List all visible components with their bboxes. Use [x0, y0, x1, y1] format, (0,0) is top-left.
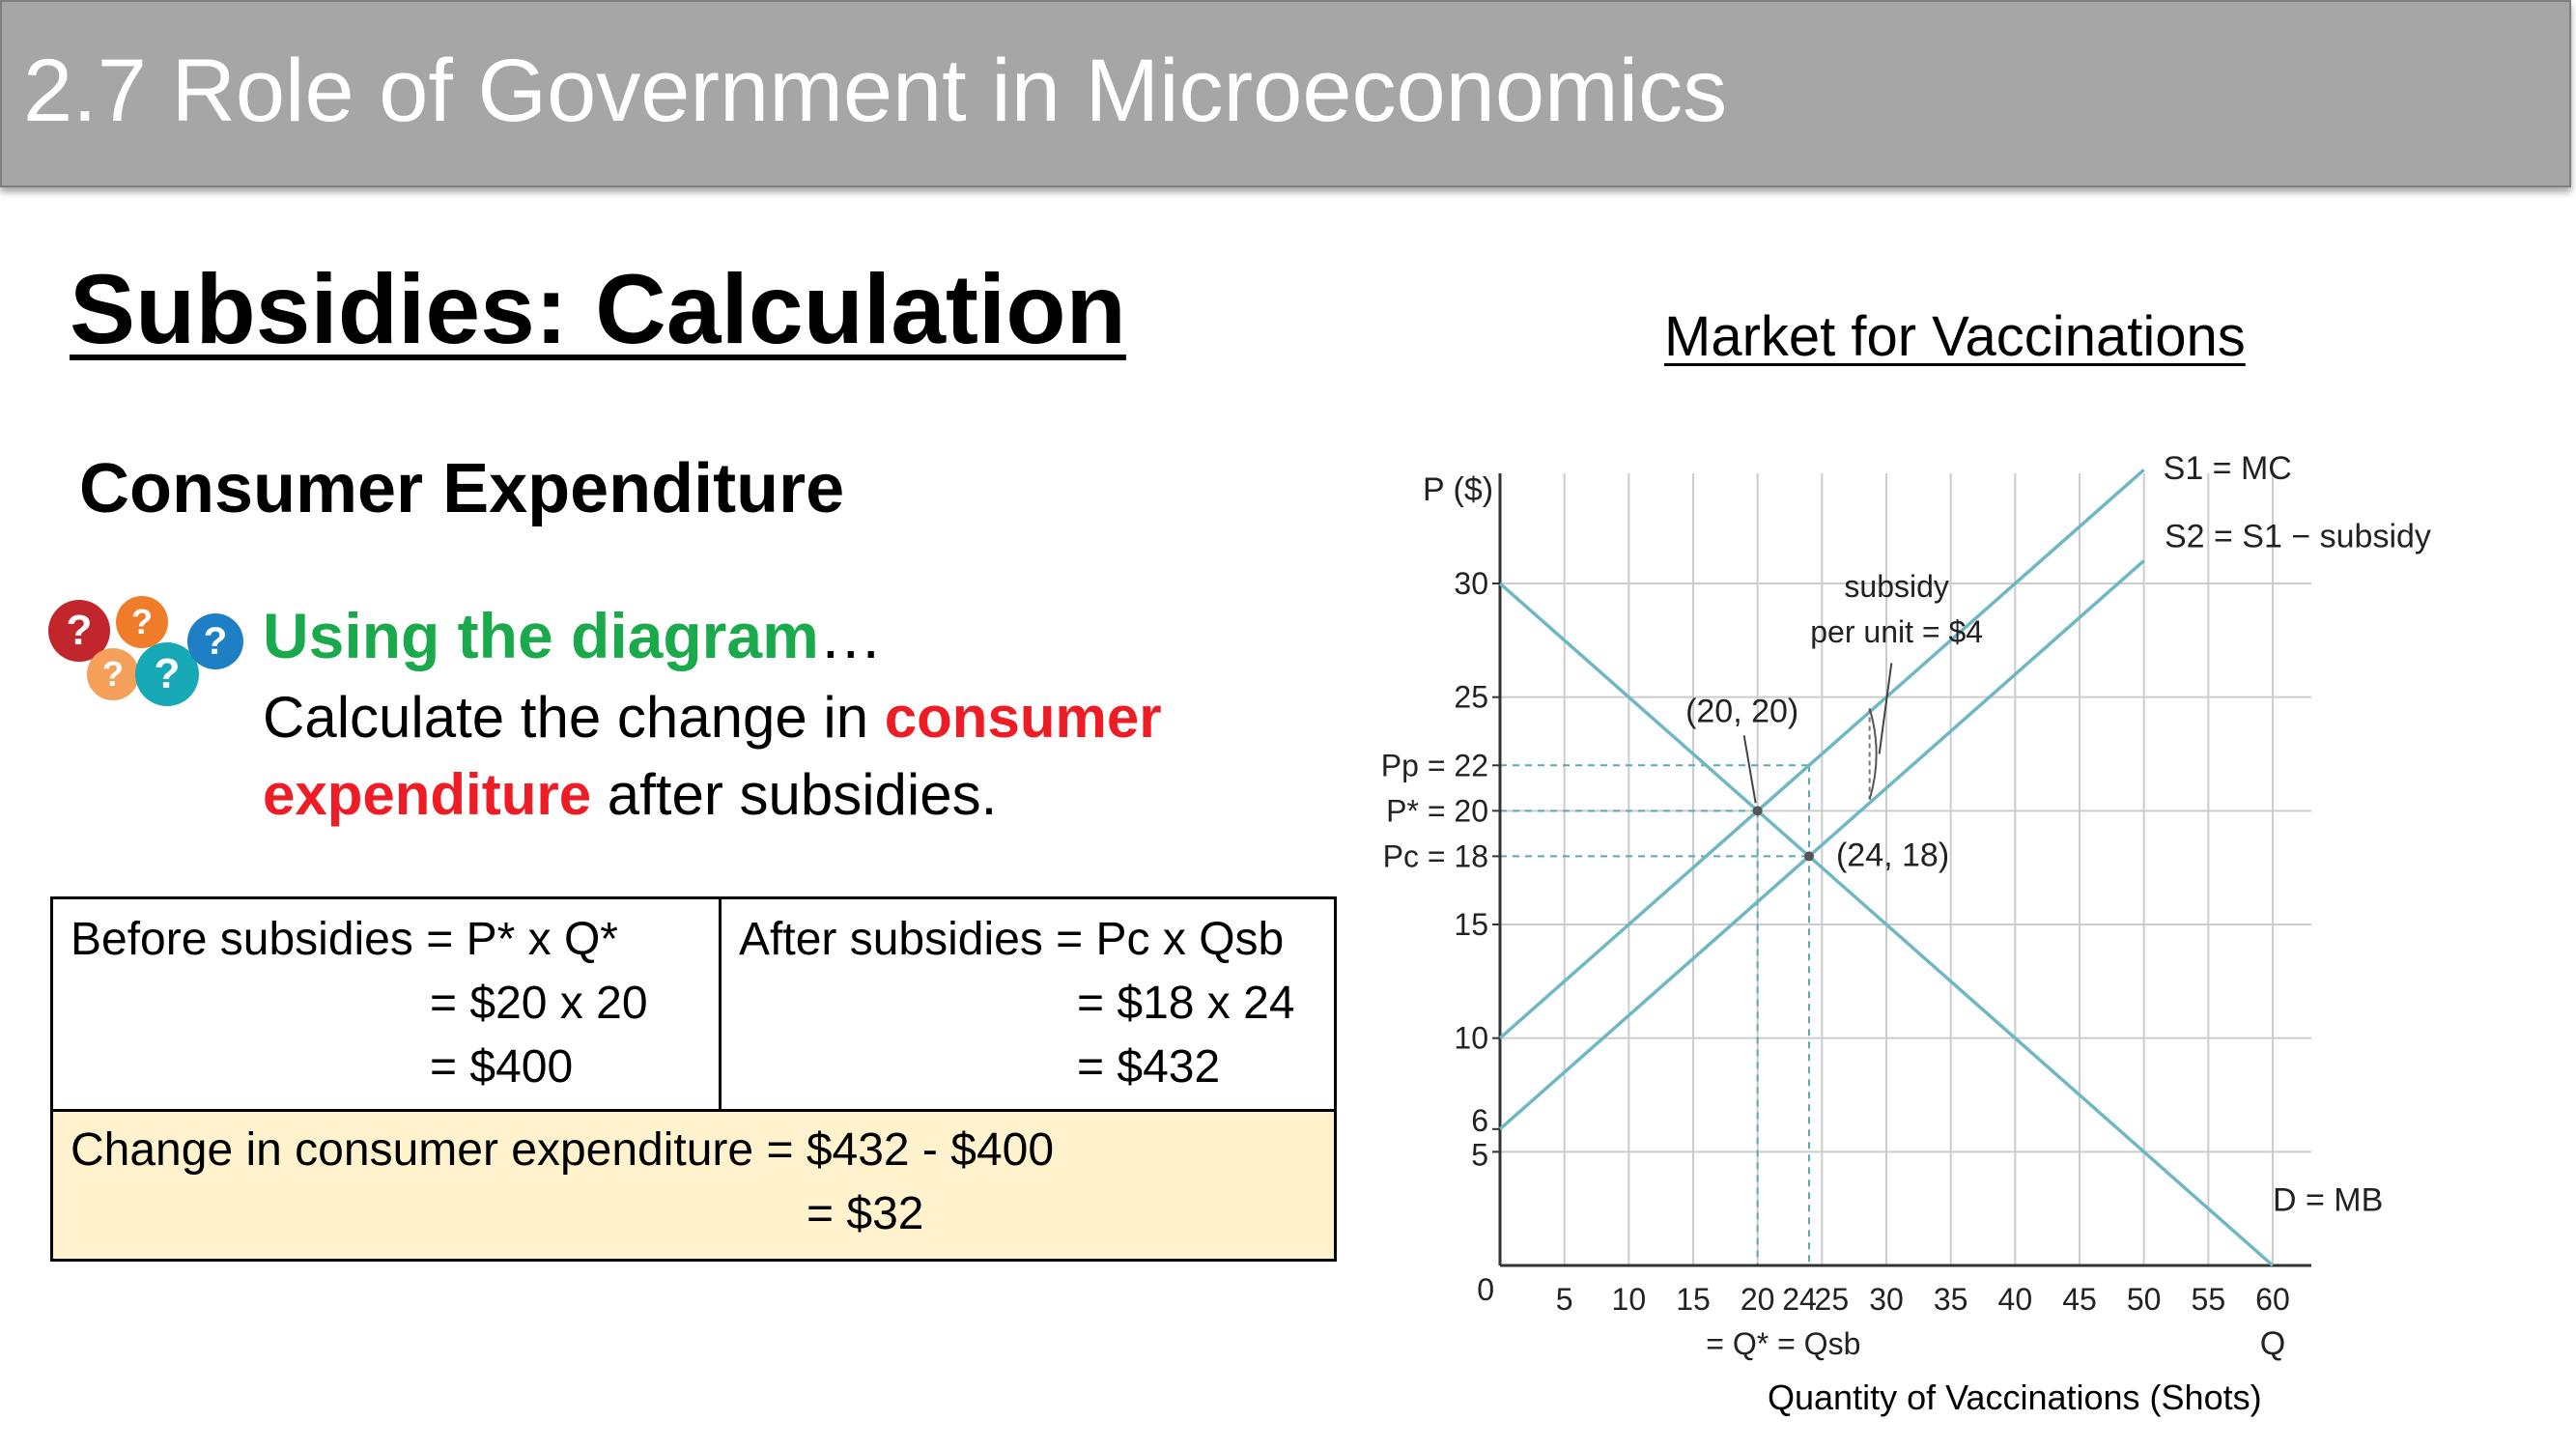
prompt-line-2-text: after subsidies.: [591, 762, 998, 827]
question-bubbles-icon: ? ? ? ? ?: [46, 594, 249, 710]
x-tick-label-20: 20: [1741, 1282, 1775, 1317]
x-tick-label-45: 45: [2062, 1282, 2097, 1317]
x-tick-label-15: 15: [1676, 1282, 1711, 1317]
y-tick-label-5: 5: [1471, 1137, 1488, 1172]
change-cell: Change in consumer expenditure = $432 - …: [53, 1112, 1334, 1259]
equilibrium-point-1: [1803, 851, 1814, 862]
y-tick-label-15: 15: [1454, 907, 1488, 942]
series-label-1: S2 = S1 − subsidy: [2165, 518, 2431, 554]
question-bubble-teal-icon: ?: [135, 642, 199, 706]
x-tick-label-10: 10: [1612, 1282, 1647, 1317]
equilibrium-point-0: [1752, 806, 1763, 816]
prompt-line-2: expenditure after subsidies.: [263, 761, 997, 828]
x-tick-label-40: 40: [1998, 1282, 2033, 1317]
change-result: = $32: [807, 1188, 924, 1239]
prompt-highlight-expenditure: expenditure: [263, 762, 592, 827]
annotation-label-1: (24, 18): [1836, 837, 1949, 873]
series-line-2: [1498, 582, 2275, 1267]
before-formula: Before subsidies = P* x Q*: [71, 914, 618, 965]
x-tick-label-50: 50: [2127, 1282, 2162, 1317]
x-axis-caption: Quantity of Vaccinations (Shots): [1768, 1378, 2262, 1417]
prompt-ellipsis: …: [818, 600, 883, 671]
slide-title: 2.7 Role of Government in Microeconomics: [23, 42, 1728, 140]
prompt-heading-text: Using the diagram: [263, 600, 819, 671]
x-tick-sublabel: = Q* = Qsb: [1706, 1326, 1860, 1361]
before-substitution: = $20 x 20: [430, 978, 648, 1029]
series-line-1: [1498, 559, 2145, 1131]
series-label-2: D = MB: [2273, 1182, 2383, 1219]
prompt-heading: Using the diagram…: [263, 599, 883, 672]
x-tick-label-35: 35: [1934, 1282, 1968, 1317]
x-axis-label: Q: [2260, 1325, 2285, 1362]
origin-label: 0: [1477, 1272, 1494, 1307]
prompt-line-1-text: Calculate the change in: [263, 685, 885, 750]
x-tick-label-24: 24: [1782, 1282, 1817, 1317]
after-result: = $432: [1077, 1041, 1221, 1093]
subsidy-brace: [1868, 708, 1878, 800]
question-bubble-peach-icon: ?: [87, 648, 139, 700]
annotation-arrow-0: [1742, 735, 1757, 804]
before-subsidies-cell: Before subsidies = P* x Q* = $20 x 20 = …: [53, 899, 722, 1112]
slide-heading: Subsidies: Calculation: [70, 254, 1126, 364]
calculation-table: Before subsidies = P* x Q* = $20 x 20 = …: [50, 896, 1337, 1262]
subsidy-label-line-2: per unit = $4: [1810, 614, 1983, 649]
x-tick-label-25: 25: [1815, 1282, 1850, 1317]
y-tick-label-30: 30: [1454, 566, 1488, 601]
x-tick-label-5: 5: [1556, 1282, 1573, 1317]
y-tick-label-22: Pp = 22: [1381, 748, 1488, 782]
x-tick-label-30: 30: [1869, 1282, 1904, 1317]
y-tick-label-18: Pc = 18: [1383, 838, 1488, 873]
x-tick-label-55: 55: [2192, 1282, 2226, 1317]
y-tick-label-20: P* = 20: [1386, 793, 1488, 828]
after-substitution: = $18 x 24: [1077, 978, 1295, 1029]
slide-subheading: Consumer Expenditure: [79, 450, 845, 527]
series-line-0: [1498, 469, 2145, 1039]
prompt-line-1: Calculate the change in consumer: [263, 684, 1162, 751]
change-formula: Change in consumer expenditure = $432 - …: [71, 1124, 1055, 1176]
series-label-0: S1 = MC: [2164, 450, 2292, 487]
subsidy-arrow: [1878, 663, 1893, 754]
y-tick-label-10: 10: [1454, 1021, 1488, 1056]
question-bubble-orange-icon: ?: [116, 596, 168, 648]
y-axis-label: P ($): [1423, 471, 1493, 508]
chart-title: Market for Vaccinations: [1664, 305, 2246, 368]
y-tick-label-6: 6: [1471, 1103, 1488, 1138]
subsidy-label-line-1: subsidy: [1844, 569, 1949, 604]
title-bar: 2.7 Role of Government in Microeconomics: [0, 0, 2571, 187]
x-tick-label-60: 60: [2255, 1282, 2290, 1317]
before-result: = $400: [430, 1041, 574, 1093]
annotation-label-0: (20, 20): [1685, 693, 1798, 729]
y-tick-label-25: 25: [1454, 680, 1488, 715]
after-formula: After subsidies = Pc x Qsb: [739, 914, 1285, 965]
question-bubble-blue-icon: ?: [187, 613, 243, 669]
prompt-highlight-consumer: consumer: [884, 685, 1162, 750]
after-subsidies-cell: After subsidies = Pc x Qsb = $18 x 24 = …: [722, 899, 1334, 1112]
